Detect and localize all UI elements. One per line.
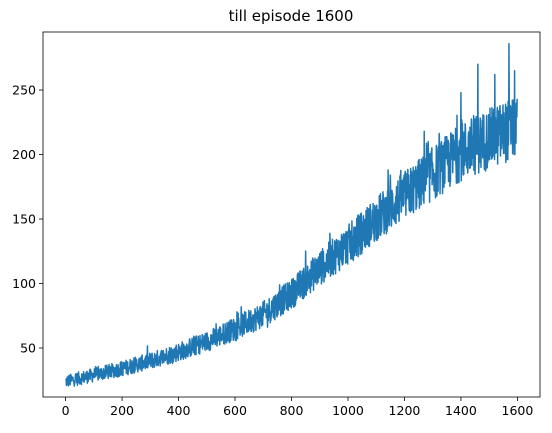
y-axis: 50 100 150 200 250 [12, 83, 43, 355]
series-line [65, 42, 518, 387]
x-tick-label: 600 [223, 403, 247, 418]
x-tick-label: 1000 [332, 403, 364, 418]
chart-title: till episode 1600 [229, 7, 354, 25]
x-tick-label: 1400 [445, 403, 477, 418]
x-tick-label: 200 [110, 403, 134, 418]
y-tick-label: 200 [12, 147, 36, 162]
y-tick-label: 150 [12, 212, 36, 227]
x-tick-label: 1600 [502, 403, 534, 418]
y-tick-label: 50 [20, 340, 36, 355]
x-tick-label: 0 [62, 403, 70, 418]
y-tick-label: 100 [12, 276, 36, 291]
x-tick-label: 800 [280, 403, 304, 418]
x-axis: 0 200 400 600 800 1000 1200 1400 1600 [62, 397, 534, 418]
y-tick-label: 250 [12, 83, 36, 98]
axes-frame [42, 31, 541, 398]
x-tick-label: 1200 [389, 403, 421, 418]
series-layer [65, 42, 518, 387]
x-tick-label: 400 [167, 403, 191, 418]
